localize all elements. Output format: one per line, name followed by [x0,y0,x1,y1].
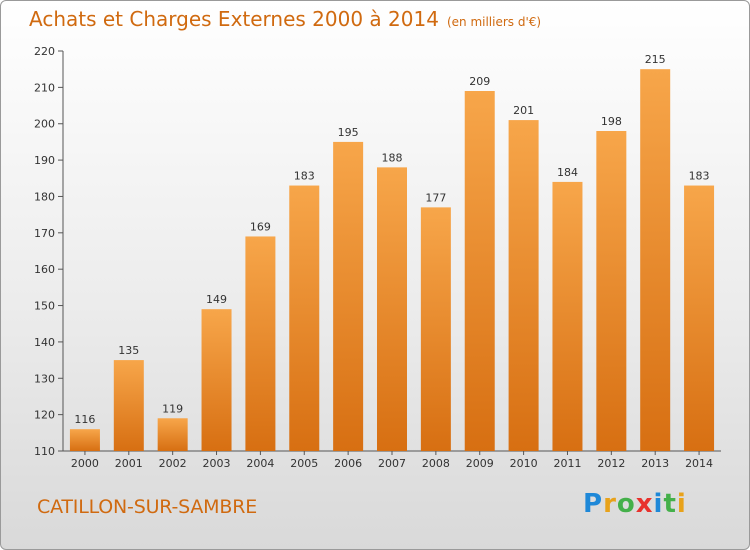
data-label: 188 [382,151,403,164]
bar [113,360,144,451]
brand-letter: i [653,489,664,519]
y-tick-label: 160 [34,263,55,276]
value-labels: 116 135 119 149 169 183 195 188 177 209 201 184 198 2… [74,53,709,426]
x-tick-label: 2006 [334,457,362,470]
data-label: 169 [250,220,271,233]
x-tick-label: 2011 [553,457,581,470]
bar [333,141,364,451]
data-label: 201 [513,104,534,117]
y-tick-label: 140 [34,336,55,349]
x-tick-label: 2010 [510,457,538,470]
bar [245,236,276,451]
bar [289,185,320,451]
x-tick-label: 2001 [115,457,143,470]
commune-name: CATILLON-SUR-SAMBRE [37,496,258,518]
brand-letter: r [603,489,617,519]
data-label: 184 [557,166,578,179]
x-tick-label: 2000 [71,457,99,470]
brand-letter: t [663,489,677,519]
x-tick-label: 2008 [422,457,450,470]
y-tick-label: 200 [34,118,55,131]
bar [640,69,671,451]
data-label: 183 [689,170,710,183]
y-tick-label: 220 [34,45,55,58]
bar [420,207,451,451]
x-tick-label: 2007 [378,457,406,470]
bar [552,181,583,451]
y-tick-label: 120 [34,409,55,422]
chart-title: Achats et Charges Externes 2000 à 2014 (e… [29,7,541,31]
axes: 110 120 130 140 150 160 170 180 190 200 210 220 2000… [34,45,721,470]
x-tick-label: 2009 [466,457,494,470]
y-tick-label: 190 [34,154,55,167]
data-label: 183 [294,170,315,183]
data-label: 198 [601,115,622,128]
x-tick-label: 2005 [290,457,318,470]
bars [69,69,715,451]
data-label: 149 [206,293,227,306]
bar [684,185,715,451]
brand-letter: o [616,489,636,519]
data-label: 135 [118,344,139,357]
brand-letter: P [583,489,604,519]
bar [377,167,407,451]
x-tick-label: 2004 [246,457,274,470]
bar [464,91,495,451]
title-text: Achats et Charges Externes 2000 à 2014 [29,7,439,31]
x-tick-label: 2013 [641,457,669,470]
y-tick-label: 210 [34,81,55,94]
y-tick-label: 180 [34,190,55,203]
x-tick-label: 2012 [597,457,625,470]
bar [157,418,188,451]
y-tick-label: 130 [34,372,55,385]
data-label: 116 [74,413,95,426]
y-tick-label: 170 [34,227,55,240]
brand-logo: Proxiti [583,489,687,519]
y-tick-label: 150 [34,300,55,313]
title-unit: (en milliers d'€) [446,15,542,29]
data-label: 195 [338,126,359,139]
bar [596,131,627,451]
data-label: 177 [425,191,446,204]
bar [201,309,232,451]
brand-letter: x [635,489,654,519]
y-tick-label: 110 [34,445,55,458]
data-label: 119 [162,402,183,415]
x-tick-label: 2002 [159,457,187,470]
data-label: 209 [469,75,490,88]
x-tick-label: 2014 [685,457,713,470]
bar [69,429,100,451]
bar [508,120,539,451]
x-tick-label: 2003 [203,457,231,470]
data-label: 215 [645,53,666,66]
brand-letter: i [676,489,687,519]
